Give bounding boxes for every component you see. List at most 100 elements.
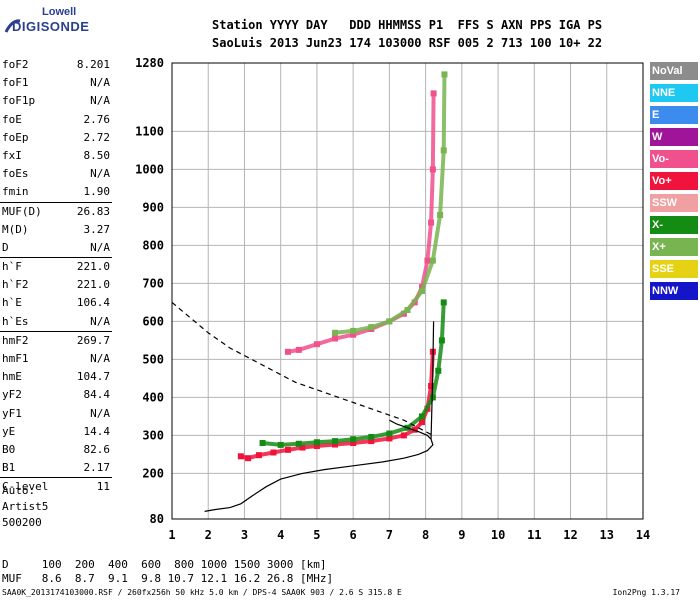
param-row: foF1 N/A bbox=[0, 74, 112, 92]
param-value: 26.83 bbox=[76, 204, 110, 218]
param-value: 82.6 bbox=[83, 442, 111, 456]
param-value: 8.201 bbox=[76, 58, 110, 71]
logo-text-lowell: Lowell bbox=[42, 6, 77, 18]
param-row: B1 2.17 bbox=[0, 459, 112, 477]
param-label: M(D) bbox=[2, 222, 29, 236]
param-label: hmF1 bbox=[2, 352, 29, 365]
param-label: foF2 bbox=[2, 58, 29, 71]
trace-line bbox=[262, 302, 446, 447]
param-row: foF2 8.201 bbox=[0, 56, 112, 74]
version-label: Ion2Png 1.3.17 bbox=[612, 588, 680, 597]
param-value: 104.7 bbox=[76, 370, 110, 384]
x-tick-label: 2 bbox=[205, 528, 212, 542]
param-row: hmF2 269.7 bbox=[0, 330, 112, 350]
param-value: 221.0 bbox=[76, 278, 110, 292]
legend-item: NNE bbox=[650, 84, 698, 102]
legend-item: NoVal bbox=[650, 62, 698, 80]
param-value: 2.76 bbox=[83, 112, 111, 126]
param-row: foF1p N/A bbox=[0, 92, 112, 110]
param-row: yF1 N/A bbox=[0, 405, 112, 423]
x-tick-label: 13 bbox=[600, 528, 614, 542]
param-row: hmE 104.7 bbox=[0, 368, 112, 386]
y-tick-label: 1100 bbox=[135, 124, 164, 138]
param-row: MUF(D) 26.83 bbox=[0, 201, 112, 221]
auto-code: 500200 bbox=[2, 516, 42, 529]
param-value: N/A bbox=[90, 76, 110, 90]
param-value: 269.7 bbox=[76, 333, 110, 347]
logo-swoosh-icon bbox=[4, 19, 21, 33]
param-value: N/A bbox=[90, 352, 110, 365]
param-value: 11 bbox=[96, 480, 110, 494]
param-value: 84.4 bbox=[83, 388, 111, 402]
param-row: foEp 2.72 bbox=[0, 129, 112, 147]
param-label: fmin bbox=[2, 185, 29, 199]
plot-frame bbox=[171, 62, 644, 520]
param-label: h`F bbox=[2, 260, 22, 274]
y-tick-label: 400 bbox=[142, 390, 164, 404]
auto-artist: Artist5 bbox=[2, 500, 49, 513]
x-tick-label: 14 bbox=[636, 528, 650, 542]
param-row: B0 82.6 bbox=[0, 441, 112, 459]
y-tick-label: 300 bbox=[142, 428, 164, 442]
y-tick-label: 600 bbox=[142, 314, 164, 328]
param-value: N/A bbox=[90, 94, 110, 108]
trace-line bbox=[334, 74, 447, 335]
param-label: h`Es bbox=[2, 314, 29, 328]
polarization-legend: NoVal NNE E W Vo- Vo+ SSW X- X+ SSE NNW bbox=[650, 62, 698, 304]
param-value: 221.0 bbox=[76, 260, 110, 274]
legend-item: X+ bbox=[650, 238, 698, 256]
param-value: 8.50 bbox=[83, 148, 111, 162]
file-info: SAA0K_2013174103000.RSF / 260fx256h 50 k… bbox=[2, 588, 402, 597]
header-line-1: Station YYYY DAY DDD HHMMSS P1 FFS S AXN… bbox=[212, 18, 603, 32]
logo-text-digisonde: DIGISONDE bbox=[12, 19, 90, 34]
param-label: C-level bbox=[2, 480, 49, 494]
param-label: MUF(D) bbox=[2, 204, 42, 218]
param-value: 106.4 bbox=[76, 296, 110, 310]
param-row: h`E 106.4 bbox=[0, 294, 112, 312]
param-label: B1 bbox=[2, 461, 16, 475]
param-label: B0 bbox=[2, 442, 16, 456]
param-label: fxI bbox=[2, 148, 22, 162]
muf-table-distance-row: D 100 200 400 600 800 1000 1500 3000 [km… bbox=[2, 558, 327, 571]
muf-table-muf-row: MUF 8.6 8.7 9.1 9.8 10.7 12.1 16.2 26.8 … bbox=[2, 572, 334, 585]
y-tick-label: 1280 bbox=[135, 56, 164, 70]
param-label: yF1 bbox=[2, 406, 22, 420]
param-value: 1.90 bbox=[83, 185, 111, 199]
param-value: 2.72 bbox=[83, 130, 111, 144]
y-tick-label: 900 bbox=[142, 200, 164, 214]
x-tick-label: 5 bbox=[313, 528, 320, 542]
param-row: h`Es N/A bbox=[0, 313, 112, 331]
legend-item: Vo- bbox=[650, 150, 698, 168]
param-label: yE bbox=[2, 424, 16, 438]
legend-item: Vo+ bbox=[650, 172, 698, 190]
param-label: h`E bbox=[2, 296, 22, 310]
param-label: foEs bbox=[2, 167, 29, 181]
param-row: h`F 221.0 bbox=[0, 257, 112, 276]
legend-item: X- bbox=[650, 216, 698, 234]
param-row: fmin 1.90 bbox=[0, 183, 112, 201]
x-tick-label: 10 bbox=[491, 528, 505, 542]
legend-item: NNW bbox=[650, 282, 698, 300]
param-label: foEp bbox=[2, 130, 29, 144]
x-tick-label: 3 bbox=[241, 528, 248, 542]
param-row: foE 2.76 bbox=[0, 111, 112, 129]
param-label: foE bbox=[2, 112, 22, 126]
legend-item: SSE bbox=[650, 260, 698, 278]
y-tick-label: 80 bbox=[150, 512, 164, 526]
digisonde-logo: Lowell DIGISONDE bbox=[2, 4, 120, 38]
param-value: 3.27 bbox=[83, 222, 111, 236]
param-row: hmF1 N/A bbox=[0, 350, 112, 368]
param-label: hmE bbox=[2, 370, 22, 384]
y-tick-label: 1000 bbox=[135, 162, 164, 176]
legend-item: SSW bbox=[650, 194, 698, 212]
param-row: yE 14.4 bbox=[0, 423, 112, 441]
profile-line bbox=[171, 301, 434, 436]
param-row: h`F2 221.0 bbox=[0, 276, 112, 294]
param-value: N/A bbox=[90, 314, 110, 328]
x-tick-label: 7 bbox=[386, 528, 393, 542]
header-line-2: SaoLuis 2013 Jun23 174 103000 RSF 005 2 … bbox=[212, 36, 603, 50]
param-label: yF2 bbox=[2, 388, 22, 402]
x-tick-label: 11 bbox=[527, 528, 541, 542]
parameter-table: foF2 8.201 foF1 N/A foF1p N/A foE 2.76 foEp 2.72 f… bbox=[0, 56, 112, 497]
